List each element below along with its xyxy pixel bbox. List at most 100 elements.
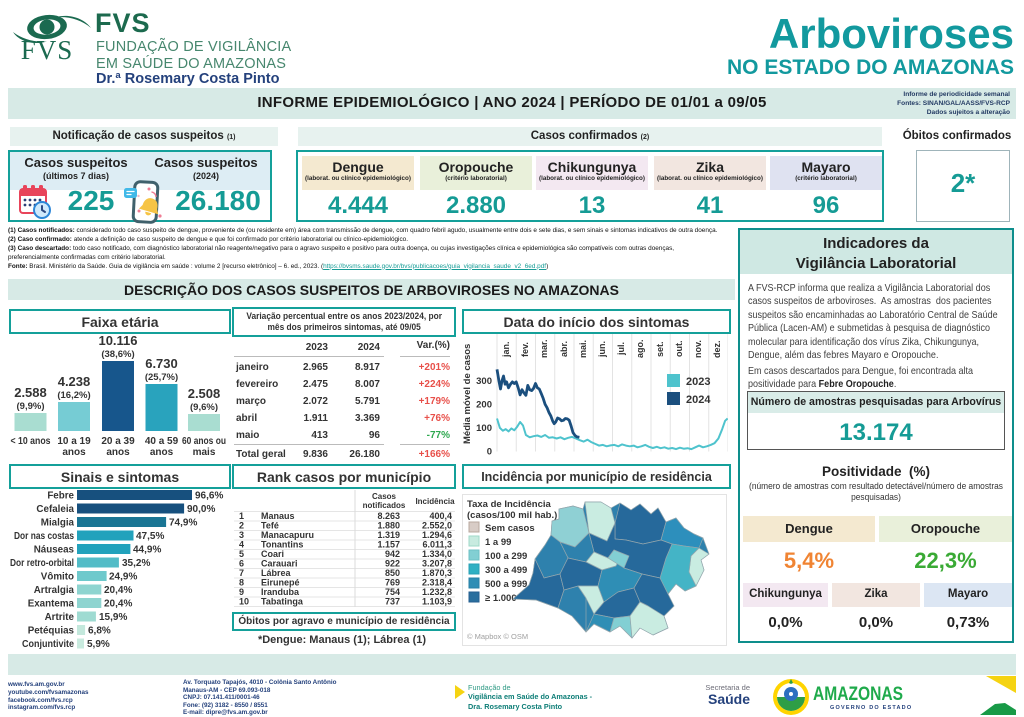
svg-text:1.103,9: 1.103,9 [422,597,452,607]
svg-text:20,4%: 20,4% [104,585,132,596]
svg-text:1: 1 [239,511,244,521]
svg-text:7: 7 [239,568,244,578]
svg-text:abr.: abr. [559,341,569,357]
svg-text:(9,6%): (9,6%) [190,402,218,413]
svg-text:300 a 499: 300 a 499 [485,565,527,576]
svg-text:Lábrea: Lábrea [261,568,292,578]
svg-text:6,8%: 6,8% [88,626,111,637]
svg-text:737: 737 [385,597,400,607]
svg-text:2.552,0: 2.552,0 [422,521,452,531]
svg-text:≥ 1.000: ≥ 1.000 [485,593,517,604]
svg-text:Tonantins: Tonantins [261,540,303,550]
svg-text:Média móvel de casos: Média móvel de casos [462,344,473,444]
svg-text:0: 0 [487,447,492,458]
svg-text:200: 200 [476,400,492,411]
svg-text:Vômito: Vômito [41,572,74,583]
svg-text:(38,6%): (38,6%) [101,349,134,360]
svg-text:10: 10 [239,597,249,607]
svg-text:10 a 19: 10 a 19 [57,436,91,447]
svg-text:1.334,0: 1.334,0 [422,549,452,559]
svg-text:2.508: 2.508 [188,386,221,401]
svg-text:1.880: 1.880 [377,521,400,531]
svg-text:Casos: Casos [372,492,397,501]
svg-text:Febre: Febre [47,491,74,502]
svg-text:2.588: 2.588 [14,385,47,400]
svg-text:850: 850 [385,568,400,578]
svg-text:Conjuntivite: Conjuntivite [22,639,74,650]
svg-text:ago.: ago. [635,339,645,358]
svg-text:Mialgia: Mialgia [41,518,75,529]
svg-text:(9,9%): (9,9%) [17,401,45,412]
svg-text:1.232,8: 1.232,8 [422,587,452,597]
svg-text:FVS: FVS [21,35,74,65]
svg-text:jul.: jul. [616,342,626,356]
svg-text:44,9%: 44,9% [133,545,161,556]
svg-text:Taxa de Incidência: Taxa de Incidência [467,499,551,510]
svg-text:Incidência: Incidência [415,497,455,506]
svg-text:47,5%: 47,5% [136,531,164,542]
svg-text:8: 8 [239,578,244,588]
svg-text:10.116: 10.116 [98,334,137,348]
svg-text:6.730: 6.730 [145,356,178,371]
svg-text:15,9%: 15,9% [99,612,127,623]
svg-text:dez.: dez. [712,340,722,358]
svg-text:96,6%: 96,6% [195,491,223,502]
svg-text:1.870,3: 1.870,3 [422,568,452,578]
svg-text:20,4%: 20,4% [104,599,132,610]
svg-text:2: 2 [239,521,244,531]
svg-text:3.207,8: 3.207,8 [422,559,452,569]
svg-text:Iranduba: Iranduba [261,587,300,597]
svg-text:(25,7%): (25,7%) [145,372,178,383]
svg-text:24,9%: 24,9% [109,572,137,583]
svg-text:mais: mais [193,447,216,458]
svg-text:9: 9 [239,587,244,597]
svg-text:922: 922 [385,559,400,569]
svg-text:8.263: 8.263 [377,511,400,521]
svg-text:Dor nas costas: Dor nas costas [14,531,74,542]
svg-text:60 anos ou: 60 anos ou [182,436,226,447]
svg-text:< 10 anos: < 10 anos [11,436,51,447]
svg-text:out.: out. [674,341,684,358]
svg-text:1.157: 1.157 [377,540,400,550]
svg-text:Tefé: Tefé [261,521,279,531]
svg-text:300: 300 [476,376,492,387]
svg-text:Artrite: Artrite [45,612,75,623]
svg-text:© Mapbox © OSM: © Mapbox © OSM [467,632,528,641]
svg-text:set.: set. [655,341,665,357]
svg-text:6: 6 [239,559,244,569]
svg-text:mar.: mar. [539,339,549,358]
svg-text:2024: 2024 [686,394,711,406]
svg-text:1.294,6: 1.294,6 [422,530,452,540]
svg-text:Manacapuru: Manacapuru [261,530,314,540]
svg-text:Coari: Coari [261,549,284,559]
svg-text:500 a 999: 500 a 999 [485,579,527,590]
svg-text:nov.: nov. [693,340,703,358]
svg-text:3: 3 [239,530,244,540]
svg-text:40 a 59: 40 a 59 [145,436,179,447]
svg-text:Sem casos: Sem casos [485,523,535,534]
svg-text:Manaus: Manaus [261,511,295,521]
svg-text:20 a 39: 20 a 39 [101,436,135,447]
svg-text:Cefaleia: Cefaleia [36,504,74,515]
svg-text:anos: anos [150,447,174,458]
svg-text:942: 942 [385,549,400,559]
svg-text:6.011,3: 6.011,3 [422,540,452,550]
svg-text:notificados: notificados [363,501,406,510]
svg-text:5: 5 [239,549,244,559]
svg-text:Eirunepé: Eirunepé [261,578,300,588]
svg-text:754: 754 [385,587,400,597]
svg-text:5,9%: 5,9% [87,639,110,650]
svg-text:Exantema: Exantema [28,599,75,610]
svg-text:35,2%: 35,2% [122,558,150,569]
svg-text:Petéquias: Petéquias [28,626,75,637]
svg-text:jan.: jan. [501,341,511,358]
svg-text:100 a 299: 100 a 299 [485,551,527,562]
svg-text:Artralgia: Artralgia [34,585,75,596]
svg-text:Náuseas: Náuseas [34,545,75,556]
svg-text:anos: anos [106,447,130,458]
svg-text:1 a 99: 1 a 99 [485,537,511,548]
svg-text:(casos/100 mil hab.): (casos/100 mil hab.) [467,510,557,521]
svg-text:mai.: mai. [578,340,588,358]
svg-text:1.319: 1.319 [377,530,400,540]
svg-text:4: 4 [239,540,244,550]
